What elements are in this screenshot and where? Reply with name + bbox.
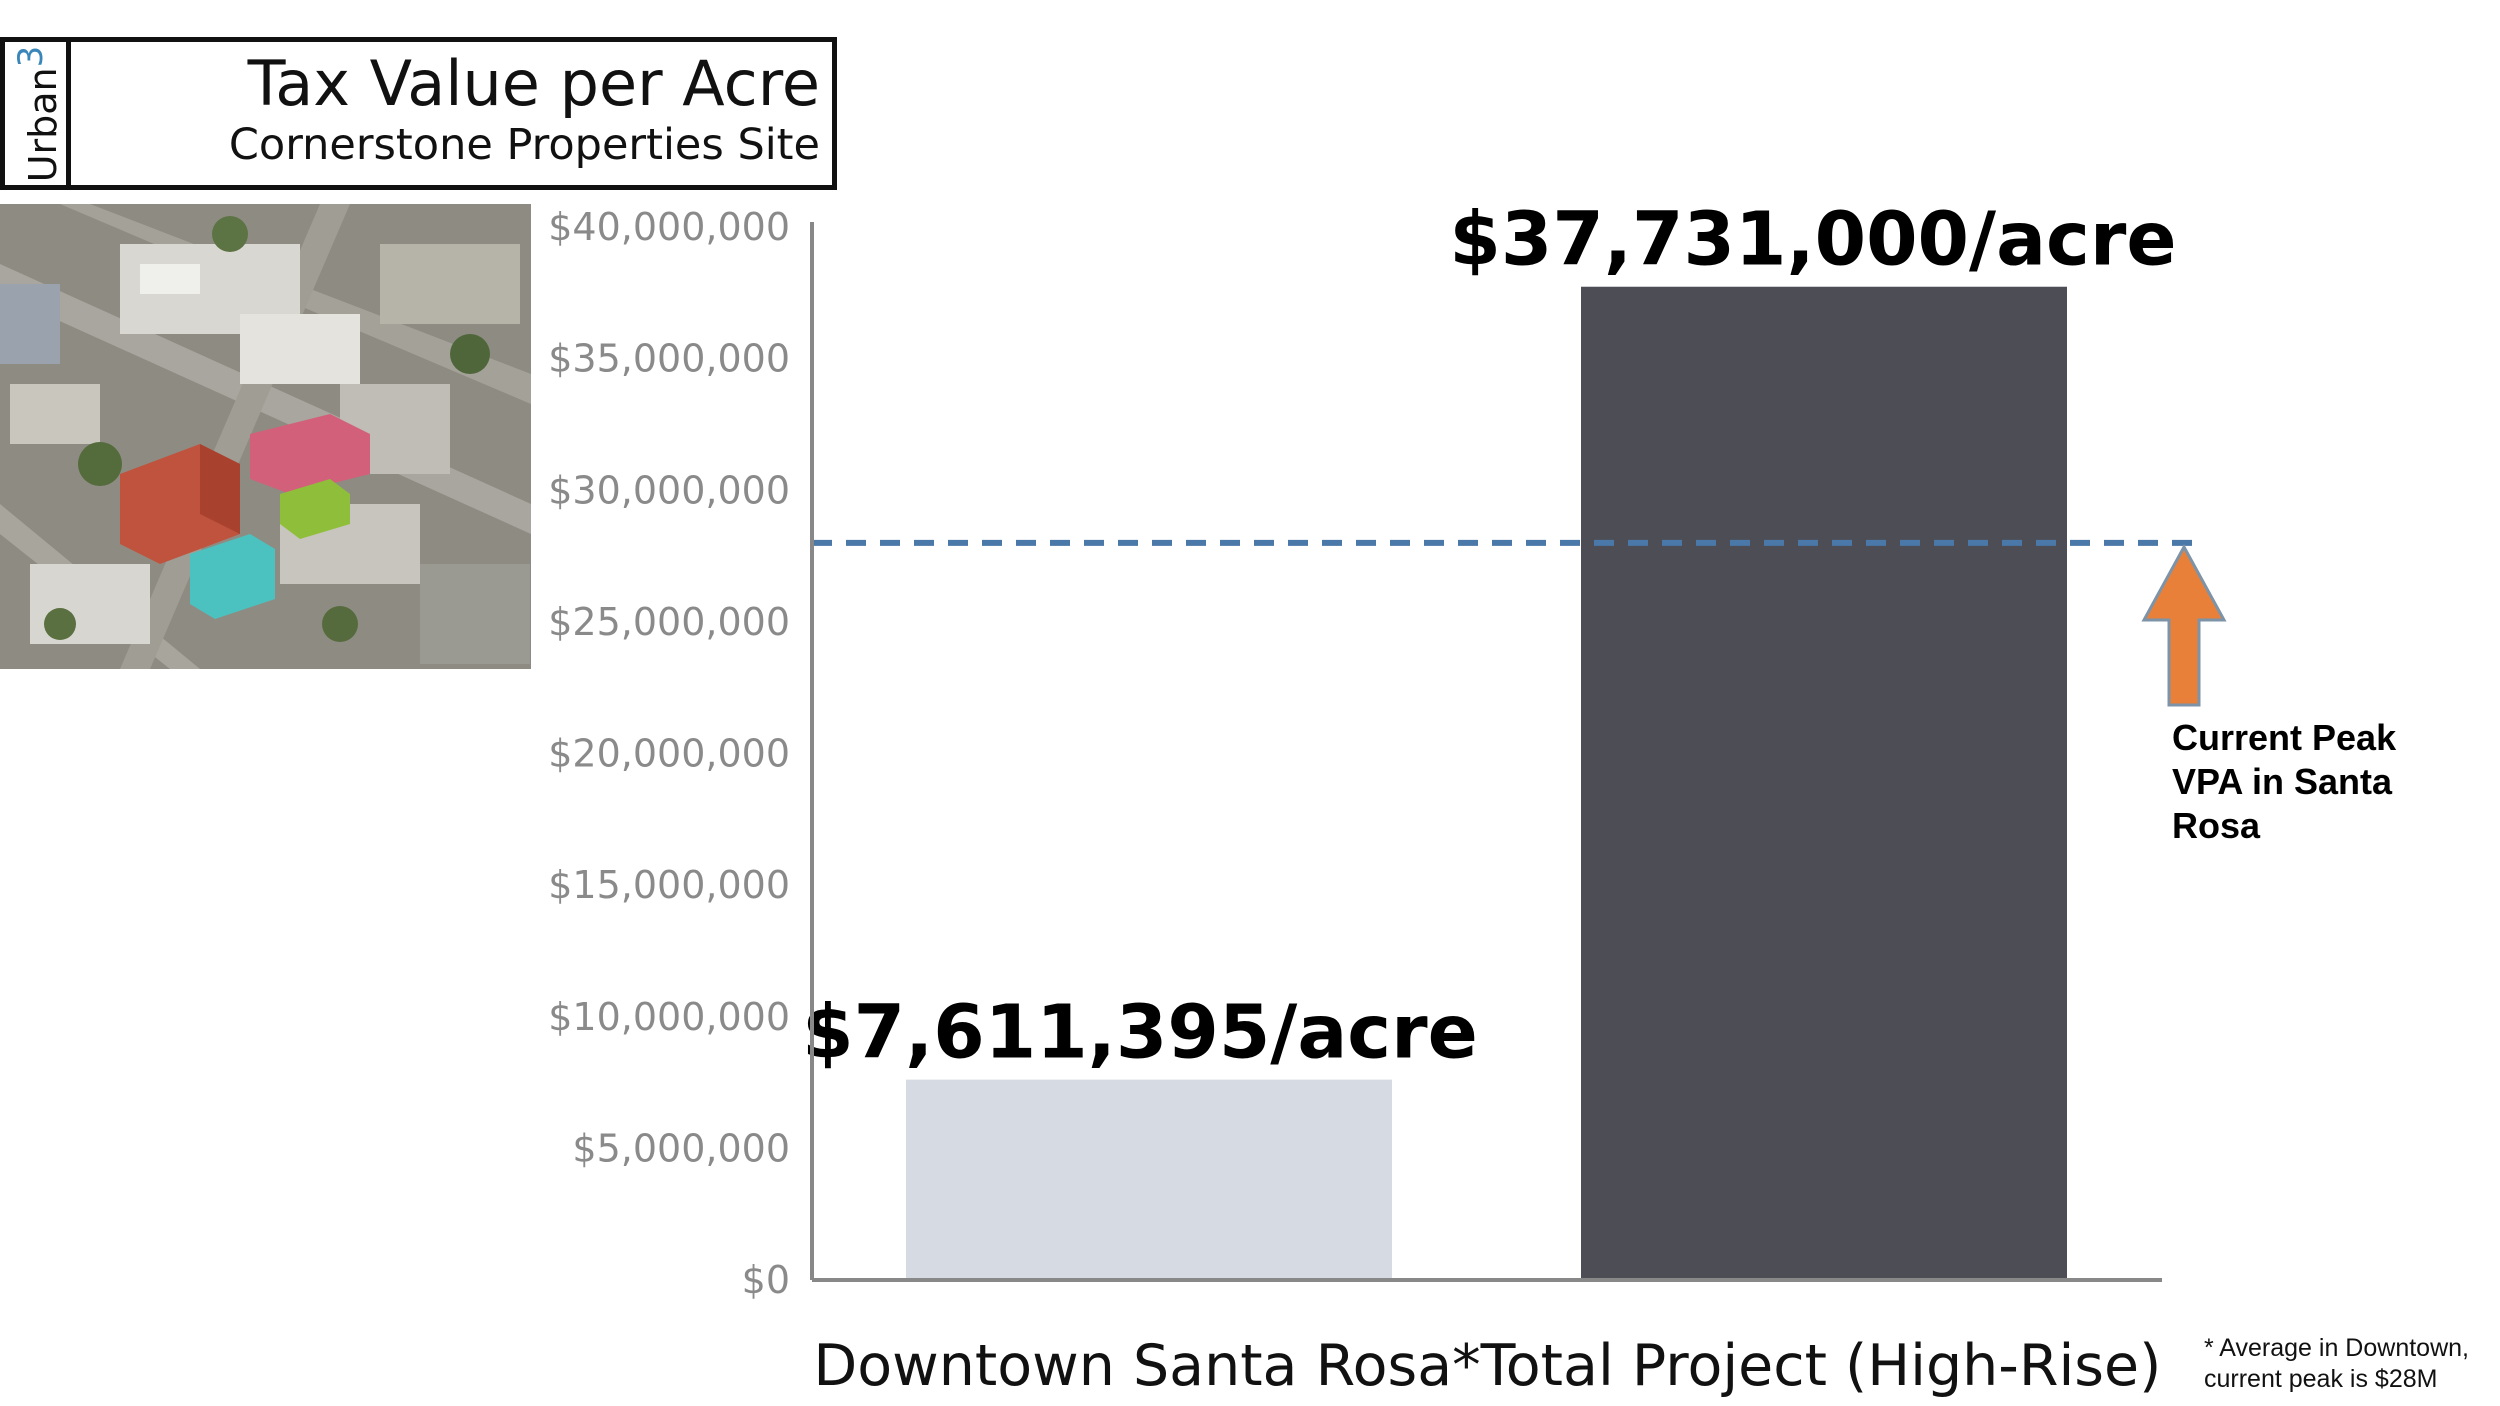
y-tick-label: $40,000,000 [548,205,790,249]
y-tick-label: $5,000,000 [572,1126,790,1170]
title-box: Urban3 Tax Value per Acre Cornerstone Pr… [0,37,837,190]
y-tick-label: $10,000,000 [548,995,790,1039]
current-peak-label: Current Peak VPA in Santa Rosa [2172,717,2397,846]
data-labels: $7,611,395/acre $37,731,000/acre [802,197,2176,1076]
y-tick-label: $15,000,000 [548,863,790,907]
x-category-label: Total Project (High-Rise) [1480,1333,2162,1399]
bar-downtown-santa-rosa [906,1079,1392,1280]
y-tick-label: $35,000,000 [548,337,790,381]
y-tick-label: $20,000,000 [548,732,790,776]
x-axis-categories: Downtown Santa Rosa* Total Project (High-… [813,1333,2161,1399]
y-axis-ticks: $0 $5,000,000 $10,000,000 $15,000,000 $20,00… [548,205,790,1302]
chart-subtitle: Cornerstone Properties Site [228,120,820,170]
aerial-site-image [0,204,531,669]
bar-total-project [1581,286,2067,1280]
arrow-shape [2141,543,2227,707]
bars [906,286,2067,1280]
x-category-label: Downtown Santa Rosa* [813,1333,1480,1399]
up-arrow-icon [2141,543,2227,707]
y-tick-label: $25,000,000 [548,600,790,644]
chart-title: Tax Value per Acre [247,47,820,120]
bar-data-label: $37,731,000/acre [1449,197,2176,283]
footnote: * Average in Downtown, current peak is $… [2204,1334,2469,1393]
bar-data-label: $7,611,395/acre [802,990,1478,1076]
urban3-logo: Urban3 [5,42,71,185]
y-tick-label: $30,000,000 [548,468,790,512]
y-tick-label: $0 [742,1258,790,1302]
